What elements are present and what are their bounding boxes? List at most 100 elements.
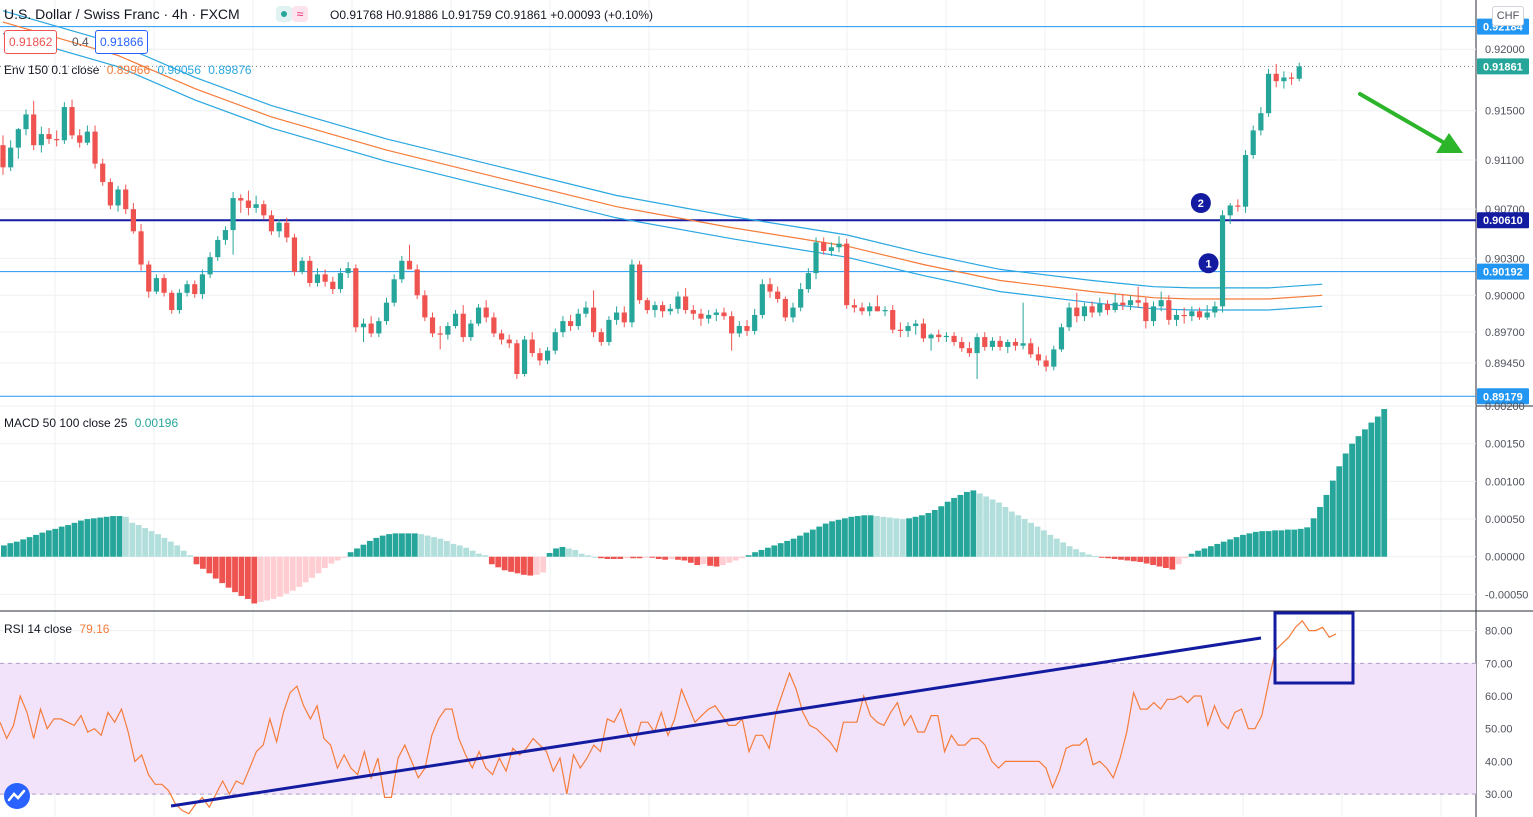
candle: [406, 260, 413, 270]
buy-price-button[interactable]: 0.91866: [95, 30, 149, 54]
candle: [767, 284, 773, 292]
macd-histogram-bar: [161, 537, 168, 557]
macd-histogram-bar: [1278, 530, 1285, 557]
candle: [123, 189, 129, 210]
candle: [544, 350, 551, 361]
macd-histogram-bar: [366, 540, 373, 557]
candle: [974, 337, 980, 354]
candle: [583, 307, 589, 314]
marker-badge: [1198, 253, 1219, 274]
candle: [460, 313, 466, 338]
candle: [38, 134, 44, 146]
candle: [1189, 311, 1195, 317]
candle: [867, 306, 873, 312]
macd-histogram-bar: [764, 547, 771, 557]
candle: [238, 198, 244, 201]
dot-icon[interactable]: [276, 6, 292, 22]
candle: [790, 307, 796, 318]
candle: [1012, 342, 1019, 346]
candle: [1112, 302, 1118, 311]
macd-histogram-bar: [989, 499, 996, 557]
macd-histogram-bar: [668, 556, 675, 559]
rsi-legend: RSI 14 close 79.16: [4, 622, 109, 636]
macd-histogram-bar: [379, 535, 386, 557]
candle: [1135, 300, 1141, 303]
candle: [606, 319, 612, 343]
tradingview-logo-icon[interactable]: [4, 783, 30, 809]
candle: [590, 307, 597, 333]
candle: [1242, 155, 1249, 207]
axis-tick-label: 0.89450: [1485, 358, 1525, 370]
price-axis[interactable]: 0.920000.915000.911000.907000.903000.900…: [1477, 18, 1529, 802]
candle: [1212, 306, 1218, 313]
candle: [683, 296, 689, 311]
candle: [959, 342, 965, 349]
macd-histogram-bar: [1252, 531, 1259, 557]
macd-histogram-bar: [469, 550, 476, 557]
macd-histogram-bar: [476, 553, 482, 557]
price-pane[interactable]: [0, 10, 1476, 397]
rsi-pane[interactable]: [0, 619, 1476, 815]
macd-histogram-bar: [1066, 546, 1073, 557]
macd-histogram-bar: [193, 556, 200, 565]
macd-histogram-bar: [501, 556, 508, 571]
candle: [253, 204, 259, 208]
macd-histogram-bar: [392, 533, 399, 557]
candle: [1020, 343, 1026, 346]
candle: [92, 131, 98, 164]
candle: [452, 313, 459, 327]
candle: [146, 264, 152, 292]
macd-histogram-bar: [1291, 529, 1298, 557]
macd-histogram-bar: [912, 516, 919, 557]
wave-icon[interactable]: ≈: [292, 6, 308, 22]
candle: [882, 310, 888, 312]
axis-tick-label: 80.00: [1485, 626, 1513, 638]
candle: [391, 279, 397, 303]
macd-histogram-bar: [1349, 443, 1355, 557]
macd-histogram-bar: [354, 548, 360, 557]
candle: [1258, 113, 1264, 131]
macd-histogram-bar: [816, 526, 823, 557]
candle: [491, 317, 497, 334]
macd-histogram-bar: [238, 556, 245, 596]
candle: [184, 284, 190, 293]
currency-button[interactable]: CHF: [1492, 6, 1524, 26]
macd-histogram-bar: [598, 556, 604, 559]
candle: [943, 335, 950, 338]
macd-pane[interactable]: [1, 409, 1388, 604]
candle: [291, 237, 298, 272]
candle: [1250, 130, 1256, 156]
macd-label: MACD 50 100 close 25: [4, 416, 128, 430]
candle: [936, 334, 942, 338]
macd-histogram-bar: [700, 556, 707, 565]
macd-histogram-bar: [1336, 466, 1343, 557]
candle: [529, 339, 535, 354]
macd-histogram-bar: [97, 517, 104, 557]
candle: [1219, 215, 1226, 307]
high-value: H0.91886: [386, 8, 439, 22]
macd-histogram-bar: [559, 546, 566, 557]
macd-histogram-bar: [713, 556, 720, 567]
macd-histogram-bar: [752, 552, 758, 557]
macd-histogram-bar: [777, 543, 784, 557]
macd-histogram-bar: [758, 549, 765, 557]
axis-tick-label: 0.90000: [1485, 290, 1525, 302]
price-level-tag: [1477, 263, 1529, 280]
price-level-tag: [1477, 388, 1529, 405]
candle: [506, 339, 512, 344]
candle: [1089, 306, 1095, 313]
candle: [1166, 300, 1172, 320]
candle: [245, 200, 252, 208]
axis-tick-label: -0.00050: [1485, 589, 1528, 601]
macd-histogram-bar: [33, 534, 39, 557]
candle: [1104, 303, 1111, 311]
macd-histogram-bar: [893, 518, 900, 557]
macd-histogram-bar: [1195, 550, 1201, 557]
spread-value: 0.4: [72, 35, 89, 49]
candle: [1028, 343, 1034, 355]
sell-price-button[interactable]: 0.91862: [4, 30, 58, 54]
macd-histogram-bar: [880, 516, 887, 557]
macd-histogram-bar: [1041, 530, 1047, 557]
candle: [399, 260, 405, 280]
